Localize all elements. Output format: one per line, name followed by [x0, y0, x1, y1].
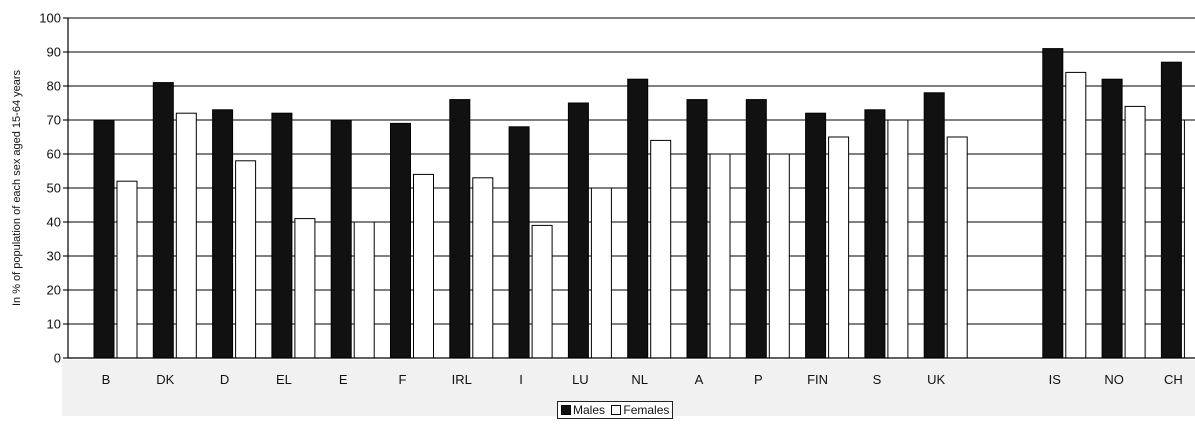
y-tick-label: 70 [47, 113, 61, 128]
x-tick-label-p: P [754, 372, 763, 387]
bar-males-ch [1160, 61, 1182, 359]
x-tick-label-nl: NL [631, 372, 648, 387]
x-tick-labels: B DK D EL E F IRL I LU NL A P FIN S UK IS NO CH [102, 372, 1183, 387]
bar-males-s [864, 109, 886, 359]
legend-swatch-females [611, 405, 622, 415]
legend-label-females: Females [623, 403, 670, 417]
bar-females-e [353, 221, 375, 359]
bar-females-ch [1183, 119, 1195, 359]
bar-males-b [93, 119, 115, 359]
x-tick-label-irl: IRL [452, 372, 472, 387]
bars [93, 48, 1195, 359]
bar-males-uk [923, 92, 945, 359]
bar-females-i [531, 224, 553, 359]
bar-females-irl [472, 177, 494, 359]
x-tick-label-el: EL [276, 372, 292, 387]
y-tick-label: 10 [47, 317, 61, 332]
y-tick-label: 90 [47, 45, 61, 60]
bar-females-lu [590, 187, 612, 359]
y-tick-label: 20 [47, 283, 61, 298]
x-tick-label-is: IS [1049, 372, 1062, 387]
bar-females-dk [175, 112, 197, 359]
x-tick-label-ch: CH [1164, 372, 1183, 387]
y-tick-label: 40 [47, 215, 61, 230]
y-tick-label: 30 [47, 249, 61, 264]
bar-males-is [1042, 48, 1064, 359]
x-tick-label-s: S [873, 372, 882, 387]
bar-females-nl [650, 139, 672, 359]
bar-males-el [271, 112, 293, 359]
bar-males-i [508, 126, 530, 359]
bar-females-d [235, 160, 257, 359]
y-tick-label: 100 [39, 11, 61, 26]
bar-females-f [413, 173, 434, 359]
x-tick-label-uk: UK [927, 372, 945, 387]
x-tick-label-a: A [695, 372, 704, 387]
bar-females-s [887, 119, 909, 359]
x-tick-label-dk: DK [156, 372, 174, 387]
bar-males-d [212, 109, 234, 359]
x-tick-label-no: NO [1104, 372, 1124, 387]
x-tick-label-lu: LU [572, 372, 589, 387]
bar-females-fin [828, 136, 850, 359]
bar-females-a [709, 153, 731, 359]
legend-swatch-males [561, 405, 571, 415]
bar-males-no [1101, 78, 1123, 359]
x-tick-label-i: I [519, 372, 523, 387]
bar-males-dk [152, 82, 174, 359]
bar-males-lu [567, 102, 589, 359]
y-tick-labels: 0 10 20 30 40 50 60 70 80 90 100 [39, 11, 61, 366]
bar-females-no [1124, 105, 1146, 359]
bar-males-a [686, 99, 708, 359]
bar-males-e [330, 119, 352, 359]
bar-males-f [390, 122, 411, 359]
bar-females-p [768, 153, 790, 359]
y-axis-title: In % of population of each sex aged 15-6… [11, 69, 23, 306]
bar-females-el [294, 218, 316, 359]
bar-males-p [745, 99, 767, 359]
legend-label-males: Males [573, 403, 606, 417]
x-tick-label-e: E [339, 372, 348, 387]
bar-males-fin [805, 112, 827, 359]
x-tick-label-fin: FIN [807, 372, 828, 387]
x-tick-label-d: D [220, 372, 229, 387]
x-tick-label-f: F [399, 372, 407, 387]
bar-males-nl [627, 78, 649, 359]
bar-females-uk [946, 136, 968, 359]
y-tick-label: 0 [54, 351, 61, 366]
bar-males-irl [449, 99, 471, 359]
y-tick-label: 50 [47, 181, 61, 196]
bar-females-is [1065, 71, 1087, 359]
bar-females-b [116, 180, 138, 359]
y-tick-label: 60 [47, 147, 61, 162]
legend: Males Females [557, 401, 674, 419]
x-tick-label-b: B [102, 372, 111, 387]
y-tick-label: 80 [47, 79, 61, 94]
